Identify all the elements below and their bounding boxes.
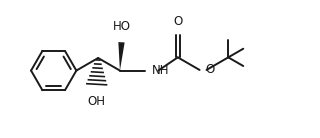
- Text: HO: HO: [113, 20, 131, 33]
- Text: O: O: [205, 63, 214, 76]
- Text: NH: NH: [152, 64, 170, 77]
- Text: O: O: [173, 15, 182, 28]
- Polygon shape: [118, 42, 124, 71]
- Text: OH: OH: [88, 95, 106, 108]
